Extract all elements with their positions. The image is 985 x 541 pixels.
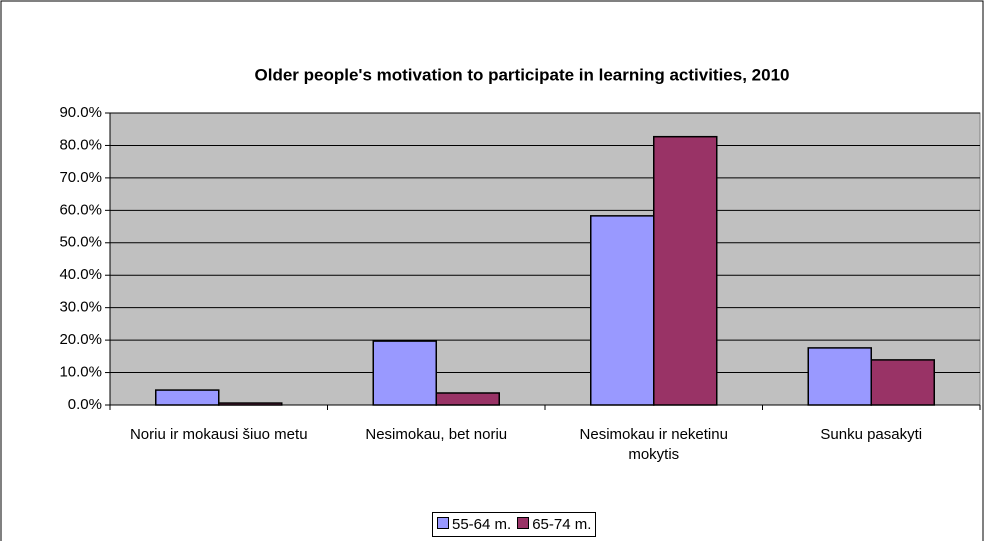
y-tick-label: 0.0% [68,396,102,413]
x-tick-label: Noriu ir mokausi šiuo metu [129,426,308,443]
y-tick-label: 50.0% [59,234,102,251]
legend-label: 55-64 m. [452,516,512,533]
bar [218,402,283,406]
legend-label: 65-74 m. [532,516,592,533]
y-tick-label: 70.0% [59,169,102,186]
bar [870,359,935,406]
y-tick-label: 80.0% [59,136,102,153]
legend-swatch [517,517,530,529]
y-tick-label: 40.0% [59,266,102,283]
y-tick-label: 20.0% [59,331,102,348]
bar [590,215,655,406]
bar [807,347,872,406]
bar [653,135,718,406]
x-tick-label: Nesimokau ir neketinu mokytis [579,426,728,463]
chart-title: Older people's motivation to participate… [255,65,790,84]
y-tick-label: 60.0% [59,201,102,218]
legend-swatch [437,517,449,529]
x-tick-label: Nesimokau, bet noriu [365,426,508,443]
y-tick-label: 10.0% [59,364,102,381]
y-tick-label: 30.0% [59,299,102,316]
bar [435,392,500,406]
bar [155,389,220,406]
bar [372,340,437,406]
y-tick-label: 90.0% [59,104,102,121]
x-tick-label: Sunku pasakyti [820,426,923,443]
legend: 55-64 m. 65-74 m. [432,512,597,537]
